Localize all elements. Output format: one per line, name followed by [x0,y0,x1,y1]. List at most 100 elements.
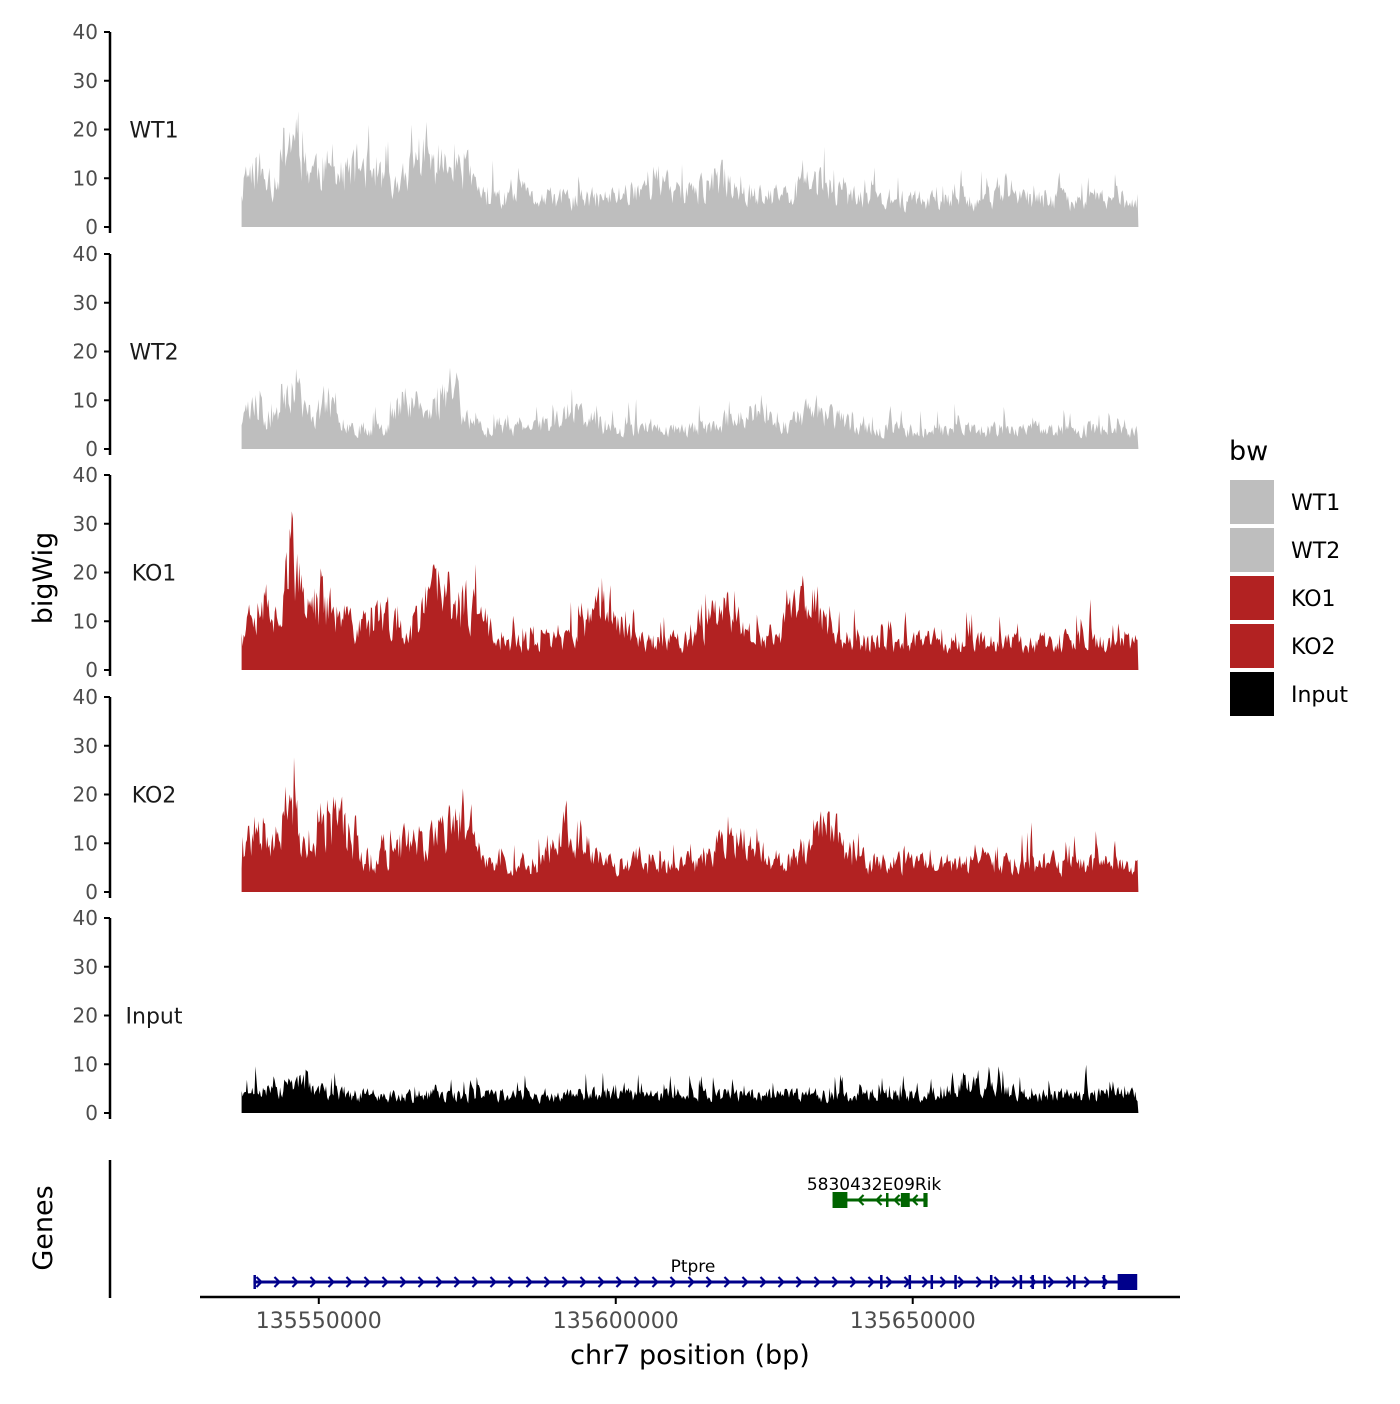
strand-arrow [363,1276,372,1288]
legend-items: WT1 WT2 KO1 KO2 Input [1230,480,1348,716]
track-label-ko2: KO2 [132,784,177,809]
legend-item-ko1: KO1 [1230,576,1336,620]
strand-arrow [417,1276,426,1288]
strand-arrow [471,1276,480,1288]
gene-label-ptpre: Ptpre [671,1257,716,1277]
strand-arrow [856,1194,865,1206]
exon [954,1275,957,1289]
y-tick-label: 20 [73,1004,98,1028]
exon [930,1275,934,1289]
exon [908,1275,912,1289]
strand-arrow [1047,1276,1056,1288]
strand-arrow [723,1276,732,1288]
y-axis-title: bigWig [28,532,59,625]
y-tick-label: 40 [73,20,98,44]
strand-arrow [309,1276,318,1288]
track-label-input: Input [126,1005,183,1030]
strand-arrow [885,1276,894,1288]
signal-area-wt2 [241,367,1139,449]
strand-arrow [687,1276,696,1288]
strand-arrow [435,1276,444,1288]
legend-title: bw [1229,436,1268,467]
legend-key-wt2 [1230,528,1274,572]
legend-label-input: Input [1291,683,1348,708]
strand-arrow [543,1276,552,1288]
exon [886,1193,889,1207]
strand-arrow [831,1276,840,1288]
x-tick-label: 135550000 [256,1309,382,1334]
track-wt1: 0 10 20 30 40 WT1 [73,20,1139,239]
legend-item-input: Input [1230,672,1348,716]
y-tick-label: 30 [73,512,98,536]
exon [1031,1275,1035,1289]
exon [253,1275,256,1289]
strand-arrow [705,1276,714,1288]
tracks-layer: 0 10 20 30 40 WT1 0 10 20 30 40 WT2 0 10 20 30 40 KO1 0 10 2… [73,20,1139,1125]
signal-area-wt1 [241,111,1139,227]
legend-key-wt1 [1230,480,1274,524]
strand-arrow [579,1276,588,1288]
y-tick-label: 0 [85,215,98,239]
legend-key-ko1 [1230,576,1274,620]
exon [1073,1275,1076,1289]
y-tick-label: 0 [85,880,98,904]
strand-arrow [939,1276,948,1288]
strand-arrow [399,1276,408,1288]
strand-arrow [597,1276,606,1288]
strand-arrow [453,1276,462,1288]
legend-label-wt2: WT2 [1291,539,1340,564]
y-tick-label: 20 [73,118,98,142]
strand-arrow [633,1276,642,1288]
y-tick-label: 40 [73,242,98,266]
strand-arrow [1083,1276,1092,1288]
strand-arrow [255,1276,264,1288]
y-tick-label: 30 [73,734,98,758]
x-tick-label: 135600000 [553,1309,679,1334]
exon [832,1192,848,1208]
strand-arrow [874,1194,883,1206]
strand-arrow [777,1276,786,1288]
legend-key-ko2 [1230,624,1274,668]
strand-arrow [345,1276,354,1288]
strand-arrow [849,1276,858,1288]
legend: bw WT1 WT2 KO1 KO2 Input [1229,436,1348,716]
y-tick-label: 40 [73,906,98,930]
strand-arrow [327,1276,336,1288]
strand-arrow [507,1276,516,1288]
legend-label-wt1: WT1 [1291,491,1340,516]
strand-arrow [759,1276,768,1288]
exon [923,1193,928,1207]
x-axis-title: chr7 position (bp) [570,1340,810,1371]
strand-arrow [795,1276,804,1288]
exon [900,1193,910,1207]
exon [1117,1274,1138,1290]
track-label-wt1: WT1 [129,119,178,144]
gene-ptpre: Ptpre [253,1257,1138,1290]
y-tick-label: 0 [85,1101,98,1125]
legend-label-ko2: KO2 [1291,635,1336,660]
legend-key-input [1230,672,1274,716]
track-label-wt2: WT2 [129,341,178,366]
signal-area-ko2 [241,757,1139,892]
gene-5830432e09rik: 5830432E09Rik [807,1175,942,1208]
legend-item-wt1: WT1 [1230,480,1340,524]
track-label-ko1: KO1 [132,562,177,587]
strand-arrow [910,1194,919,1206]
strand-arrow [669,1276,678,1288]
track-wt2: 0 10 20 30 40 WT2 [73,242,1139,461]
exon [1019,1275,1023,1289]
exon [989,1275,993,1289]
strand-arrow [892,1194,901,1206]
gene-label-5830432e09rik: 5830432E09Rik [807,1175,942,1195]
y-tick-label: 30 [73,955,98,979]
legend-item-ko2: KO2 [1230,624,1336,668]
track-ko1: 0 10 20 30 40 KO1 [73,463,1139,682]
strand-arrow [273,1276,282,1288]
strand-arrow [291,1276,300,1288]
strand-arrow [921,1276,930,1288]
track-ko2: 0 10 20 30 40 KO2 [73,685,1139,904]
y-tick-label: 0 [85,658,98,682]
strand-arrow [615,1276,624,1288]
strand-arrow [957,1276,966,1288]
